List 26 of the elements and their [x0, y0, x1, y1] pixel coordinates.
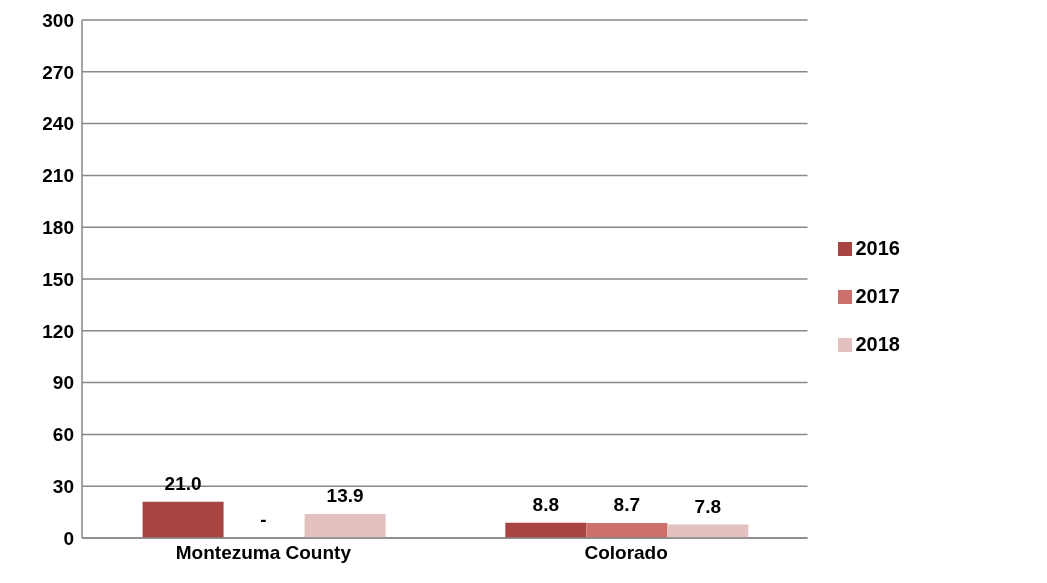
text: - — [260, 509, 267, 530]
bar — [142, 501, 224, 538]
y-tick-label: 120 — [42, 320, 74, 342]
y-tick-label: 270 — [42, 61, 74, 83]
legend-label: 2016 — [855, 236, 900, 259]
legend-label: 2017 — [855, 284, 900, 307]
x-tick-label: Montezuma County — [175, 542, 352, 564]
data-label: 8.7 — [613, 493, 641, 515]
data-label: 13.9 — [326, 485, 364, 506]
bar — [586, 522, 668, 538]
y-tick-label: 210 — [42, 165, 74, 187]
data-label: 7.8 — [694, 495, 722, 517]
y-tick-label: 60 — [52, 424, 74, 446]
y-tick-label: 150 — [42, 268, 74, 290]
y-tick-label: 30 — [52, 475, 74, 497]
y-tick-label: 240 — [42, 113, 74, 135]
y-tick-label: 300 — [42, 9, 74, 31]
bar — [304, 514, 386, 538]
legend-label: 2018 — [855, 332, 900, 355]
bar — [505, 522, 587, 538]
y-tick-label: 180 — [42, 216, 74, 238]
data-label: 21.0 — [164, 472, 202, 494]
y-tick-label: 0 — [63, 527, 74, 549]
y-tick-label: 90 — [52, 372, 74, 394]
data-label: 8.8 — [532, 493, 560, 515]
x-tick-label: Colorado — [584, 542, 668, 564]
